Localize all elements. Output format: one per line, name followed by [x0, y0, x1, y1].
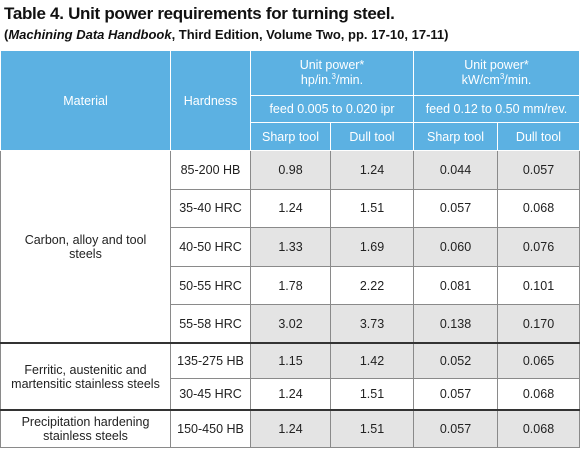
header-hardness: Hardness — [170, 50, 251, 151]
subtitle: (Machining Data Handbook, Third Edition,… — [4, 27, 448, 42]
value: 0.065 — [496, 342, 580, 379]
value: 0.068 — [496, 377, 580, 411]
value: 0.057 — [496, 150, 580, 190]
value: 1.78 — [250, 265, 331, 306]
value: 1.24 — [330, 150, 414, 190]
subtitle-open: ( — [4, 27, 9, 42]
value: 1.15 — [250, 342, 331, 379]
unit: /min. — [504, 73, 532, 88]
row: 30-45 HRC 1.24 1.51 0.057 0.068 — [1, 377, 580, 411]
value: 1.51 — [330, 377, 414, 411]
value: 2.22 — [330, 265, 414, 306]
value: 3.73 — [330, 304, 414, 344]
value: 0.057 — [413, 377, 498, 411]
hardness: 35-40 HRC — [170, 188, 251, 229]
value: 0.057 — [413, 188, 498, 229]
value: 0.060 — [413, 227, 498, 267]
value: 0.170 — [496, 304, 580, 344]
material: Carbon, alloy and tool steels — [0, 150, 171, 344]
unit: /min. — [335, 73, 364, 88]
hardness: 150-450 HB — [170, 409, 251, 448]
value: 1.51 — [330, 188, 414, 229]
header-tool: Dull tool — [496, 122, 580, 151]
row: 50-55 HRC 1.78 2.22 0.081 0.101 — [1, 265, 580, 306]
value: 1.42 — [330, 342, 414, 379]
hardness: 30-45 HRC — [170, 377, 251, 411]
value: 1.33 — [250, 227, 331, 267]
title: Table 4. Unit power requirements for tur… — [4, 4, 395, 23]
unit-title: Unit power* — [464, 58, 529, 73]
hardness: 55-58 HRC — [170, 304, 251, 344]
hardness: 50-55 HRC — [170, 265, 251, 306]
table-body: Carbon, alloy and tool steels 85-200 HB 0.… — [0, 150, 580, 448]
material: Precipitation hardening stainless steels — [0, 409, 171, 448]
row: Carbon, alloy and tool steels 85-200 HB 0.… — [0, 150, 580, 344]
row: Ferritic, austenitic and martensitic sta… — [0, 342, 580, 411]
value: 0.068 — [496, 188, 580, 229]
value: 1.24 — [250, 409, 331, 448]
unit-exp: 3 — [499, 72, 505, 82]
value: 0.044 — [413, 150, 498, 190]
row: Precipitation hardening stainless steels… — [0, 409, 580, 448]
unit: kW/cm — [461, 73, 500, 88]
subtitle-source: Machining Data Handbook — [8, 27, 172, 42]
header-tool: Dull tool — [330, 122, 414, 151]
value: 0.101 — [496, 265, 580, 306]
header-feed: feed 0.12 to 0.50 mm/rev. — [412, 95, 580, 123]
header-unit: Unit power* hp/in.3/min. — [250, 50, 414, 96]
unit-title: Unit power* — [299, 58, 365, 73]
row: 55-58 HRC 3.02 3.73 0.138 0.170 — [1, 304, 580, 344]
header-tool: Sharp tool — [413, 122, 498, 151]
value: 0.138 — [413, 304, 498, 344]
value: 0.057 — [413, 409, 498, 448]
row: 40-50 HRC 1.33 1.69 0.060 0.076 — [1, 227, 580, 267]
value: 1.24 — [250, 377, 331, 411]
header-tool: Sharp tool — [250, 122, 331, 151]
header-feed: feed 0.005 to 0.020 ipr — [250, 95, 414, 123]
value: 1.51 — [330, 409, 414, 448]
value: 0.052 — [413, 342, 498, 379]
hardness: 85-200 HB — [170, 150, 251, 190]
value: 1.24 — [250, 188, 331, 229]
hardness: 135-275 HB — [170, 342, 251, 379]
value: 3.02 — [250, 304, 331, 344]
header-material: Material — [0, 50, 171, 151]
material: Ferritic, austenitic and martensitic sta… — [0, 342, 171, 411]
unit-exp: 3 — [331, 72, 336, 82]
value: 0.068 — [496, 409, 580, 448]
value: 0.076 — [496, 227, 580, 267]
value: 1.69 — [330, 227, 414, 267]
subtitle-rest: , Third Edition, Volume Two, pp. 17-10, … — [171, 27, 449, 42]
value: 0.98 — [250, 150, 331, 190]
table: Material Hardness Unit power* hp/in.3/min… — [0, 50, 580, 448]
unit: hp/in. — [300, 73, 332, 88]
hardness: 40-50 HRC — [170, 227, 251, 267]
header-unit: Unit power* kW/cm3/min. — [412, 50, 580, 96]
row: 35-40 HRC 1.24 1.51 0.057 0.068 — [1, 188, 580, 229]
value: 0.081 — [413, 265, 498, 306]
